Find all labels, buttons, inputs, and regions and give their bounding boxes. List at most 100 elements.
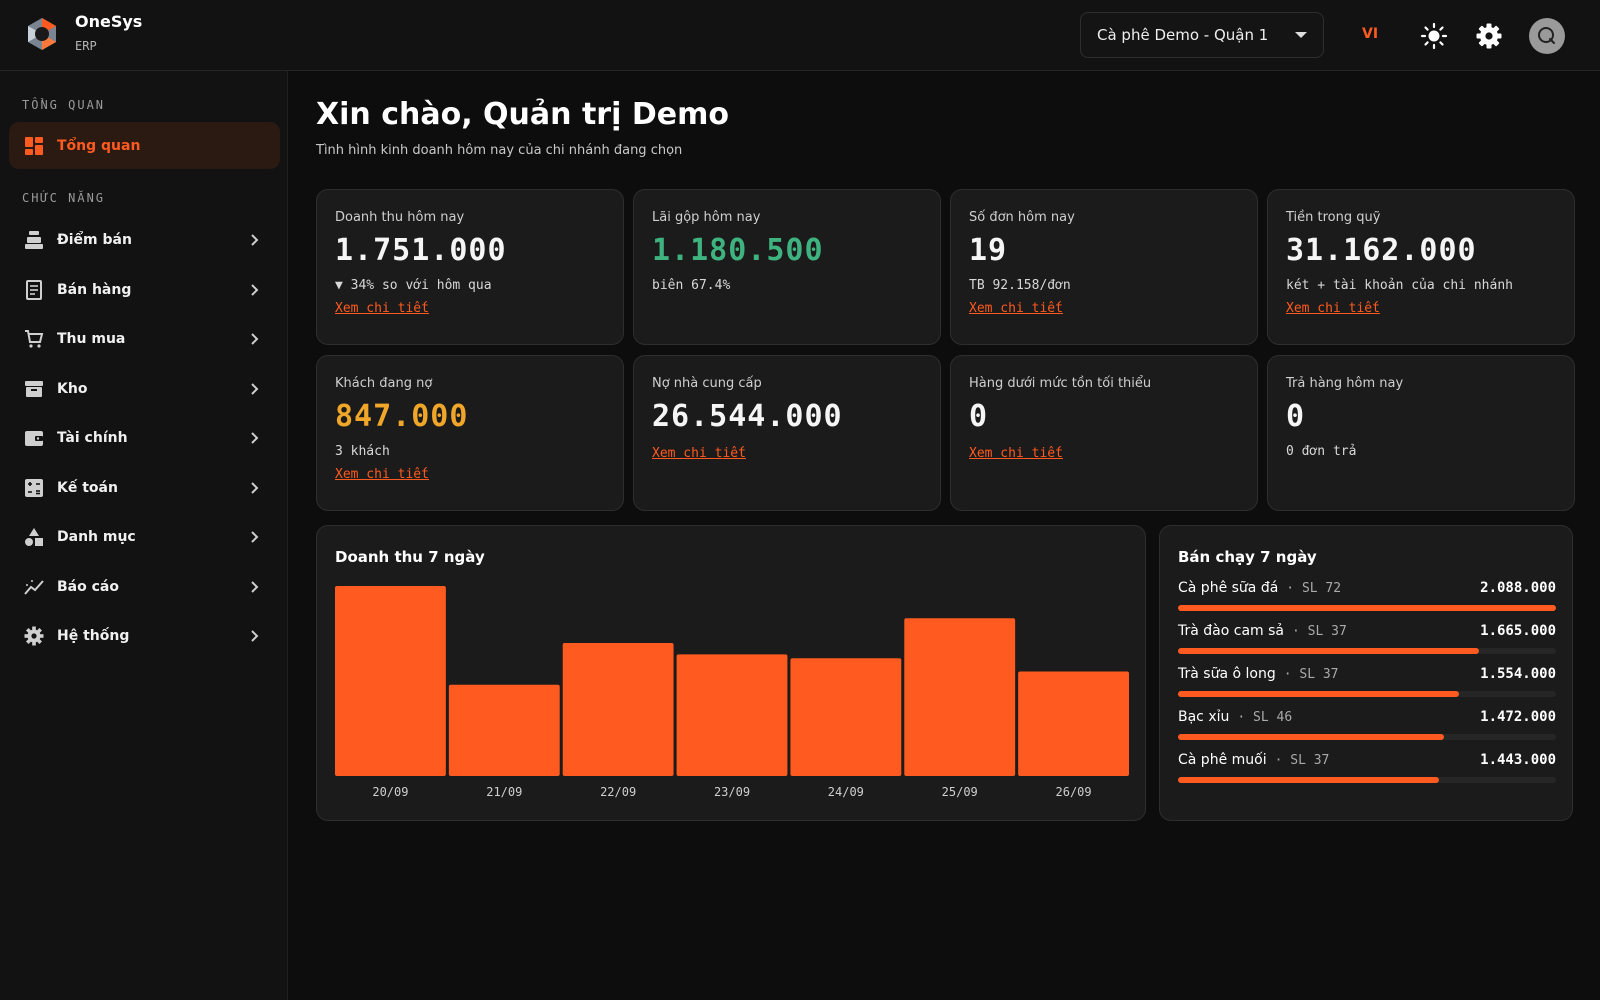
x-tick-label: 20/09 [372,785,408,799]
gear-icon[interactable] [1475,22,1503,50]
sidebar-item-label: Tổng quan [57,137,141,154]
chart-icon [24,580,44,595]
user-avatar[interactable] [1529,18,1565,54]
kpi-card-gross-profit: Lãi gộp hôm nay 1.180.500 biên 67.4% [633,189,941,345]
kpi-note: biên 67.4% [652,278,731,293]
sidebar-item-label: Danh mục [57,529,136,545]
sidebar-item-label: Bán hàng [57,282,132,298]
sidebar-item-label: Hệ thống [57,628,130,644]
kpi-label: Số đơn hôm nay [969,210,1075,225]
chart-bar [904,618,1016,776]
top-seller-item: Trà sữa ô long · SL 37 1.554.000 [1178,666,1556,697]
chevron-right-icon [251,581,259,593]
branch-selector-label: Cà phê Demo - Quận 1 [1097,26,1269,44]
x-tick-label: 26/09 [1056,785,1092,799]
product-qty: · SL 72 [1286,580,1342,596]
top-seller-item: Bạc xỉu · SL 46 1.472.000 [1178,709,1556,740]
chevron-right-icon [251,630,259,642]
top-seller-item: Cà phê sữa đá · SL 72 2.088.000 [1178,580,1556,611]
kpi-card-customer-debt: Khách đang nợ 847.000 3 khách Xem chi ti… [316,355,624,511]
chart-bar [1018,671,1129,776]
kpi-value: 0 [969,399,989,434]
revenue-bar-chart: 20/09 21/09 22/09 23/09 24/09 25/09 26/09 [335,586,1129,799]
sales-progress-track [1178,605,1556,611]
page-subtitle: Tình hình kinh doanh hôm nay của chi nhá… [316,143,683,158]
kpi-value: 847.000 [335,399,469,434]
chart-title: Doanh thu 7 ngày [335,548,485,566]
view-details-link[interactable]: Xem chi tiết [1286,301,1380,316]
kpi-note: 0 đơn trả [1286,444,1357,459]
sidebar-item-warehouse[interactable]: Kho [9,367,280,411]
kpi-label: Tiền trong quỹ [1286,210,1381,225]
chevron-right-icon [251,432,259,444]
chart-bar [676,654,788,776]
product-qty: · SL 37 [1283,666,1339,682]
product-amount: 1.665.000 [1480,623,1556,639]
section-label-overview: TỔNG QUAN [22,98,106,112]
product-amount: 1.443.000 [1480,752,1556,768]
x-tick-label: 23/09 [714,785,750,799]
language-toggle[interactable]: VI [1362,26,1379,42]
sidebar-item-sales[interactable]: Bán hàng [9,268,280,312]
product-amount: 1.472.000 [1480,709,1556,725]
view-details-link[interactable]: Xem chi tiết [969,446,1063,461]
chart-bar [335,586,446,776]
kpi-label: Khách đang nợ [335,376,433,391]
revenue-chart-panel: Doanh thu 7 ngày 20/09 21/09 22/09 23/09 24/… [316,525,1146,821]
chevron-right-icon [251,234,259,246]
view-details-link[interactable]: Xem chi tiết [652,446,746,461]
sidebar-item-system[interactable]: Hệ thống [9,614,280,658]
chevron-right-icon [251,333,259,345]
sidebar-item-label: Báo cáo [57,579,119,595]
sales-progress-fill [1178,734,1445,740]
top-seller-item: Trà đào cam sả · SL 37 1.665.000 [1178,623,1556,654]
chart-bar [562,643,674,776]
kpi-value: 19 [969,233,1008,268]
product-name: Trà sữa ô long [1178,666,1276,682]
kpi-label: Nợ nhà cung cấp [652,376,762,391]
section-label-functions: CHỨC NĂNG [22,191,106,205]
product-amount: 2.088.000 [1480,580,1556,596]
chart-bar [448,684,560,776]
sidebar-item-accounting[interactable]: Kế toán [9,466,280,510]
sidebar-item-purchasing[interactable]: Thu mua [9,317,280,361]
sales-progress-track [1178,734,1556,740]
sidebar-item-label: Điểm bán [57,232,132,248]
receipt-icon [26,280,42,300]
user-icon [1538,27,1555,44]
sales-progress-fill [1178,605,1556,611]
chevron-right-icon [251,531,259,543]
x-tick-label: 24/09 [828,785,864,799]
chevron-right-icon [251,482,259,494]
top-bar: OneSys ERP Cà phê Demo - Quận 1 VI [0,0,1600,71]
view-details-link[interactable]: Xem chi tiết [969,301,1063,316]
product-qty: · SL 37 [1292,623,1347,639]
view-details-link[interactable]: Xem chi tiết [335,467,429,482]
calculator-icon [25,479,43,497]
sales-progress-fill [1178,691,1460,697]
kpi-card-cash: Tiền trong quỹ 31.162.000 két + tài khoả… [1267,189,1575,345]
archive-icon [25,381,43,397]
sales-progress-track [1178,691,1556,697]
sidebar-item-pos[interactable]: Điểm bán [9,218,280,262]
sidebar-item-overview[interactable]: Tổng quan [9,122,280,169]
product-qty: · SL 37 [1274,752,1330,768]
sidebar-item-reports[interactable]: Báo cáo [9,565,280,609]
product-amount: 1.554.000 [1480,666,1556,682]
kpi-card-orders: Số đơn hôm nay 19 TB 92.158/đơn Xem chi … [950,189,1258,345]
cash-register-icon [25,231,43,249]
kpi-card-supplier-debt: Nợ nhà cung cấp 26.544.000 Xem chi tiết [633,355,941,511]
product-name: Trà đào cam sả [1178,623,1284,639]
sales-progress-track [1178,648,1556,654]
view-details-link[interactable]: Xem chi tiết [335,301,429,316]
product-qty: · SL 46 [1237,709,1293,725]
product-name: Cà phê sữa đá [1178,580,1279,596]
sun-icon[interactable] [1420,22,1448,50]
kpi-value: 0 [1286,399,1306,434]
wallet-icon [25,431,43,446]
sidebar-item-finance[interactable]: Tài chính [9,416,280,460]
sidebar-item-catalog[interactable]: Danh mục [9,515,280,559]
x-tick-label: 21/09 [486,785,522,799]
kpi-value: 31.162.000 [1286,233,1477,268]
branch-selector[interactable]: Cà phê Demo - Quận 1 [1080,12,1324,58]
